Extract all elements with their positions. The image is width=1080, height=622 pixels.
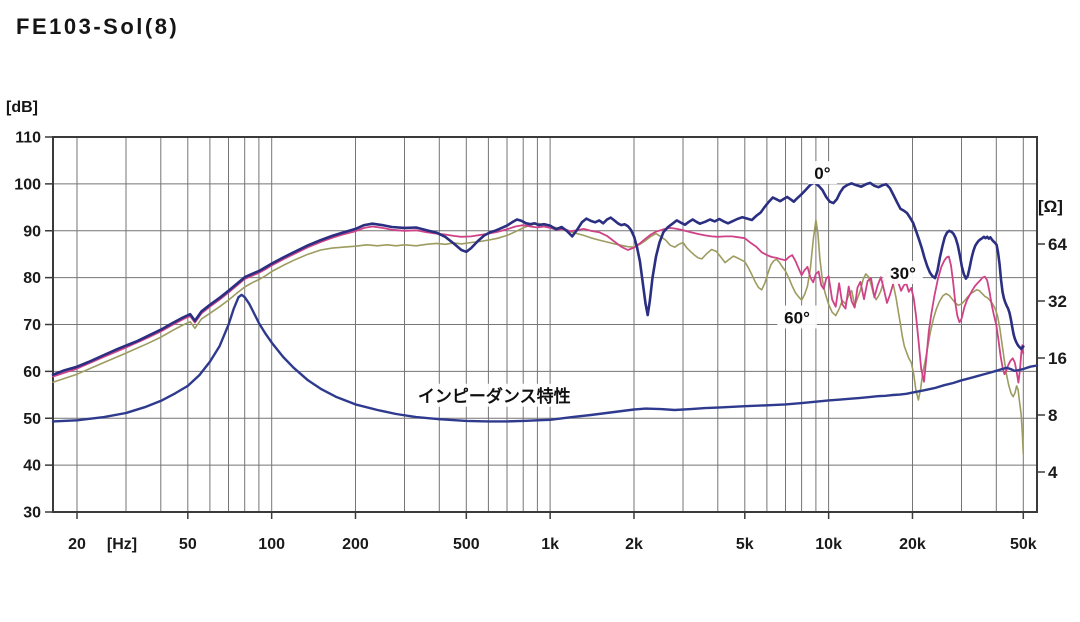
ohm-tick-label: 8 [1048, 406, 1057, 425]
db-tick-label: 80 [23, 270, 41, 287]
hz-tick-label: 5k [736, 536, 754, 553]
annotation-box-impedance [416, 383, 573, 407]
hz-tick-label: 50 [179, 536, 197, 553]
db-tick-label: 40 [23, 458, 41, 475]
hz-unit-label: [Hz] [107, 536, 137, 553]
db-tick-label: 70 [23, 317, 41, 334]
hz-tick-label: 2k [625, 536, 643, 553]
ohm-tick-label: 64 [1048, 235, 1067, 254]
ohm-tick-label: 16 [1048, 349, 1067, 368]
annotation-label-deg0: 0° [814, 164, 830, 183]
ohm-tick-label: 4 [1048, 463, 1058, 482]
hz-tick-label: 100 [258, 536, 285, 553]
curve-impedance [51, 293, 1039, 423]
ohm-tick-label: 32 [1048, 292, 1067, 311]
db-tick-label: 90 [23, 223, 41, 240]
hz-tick-label: 20 [68, 536, 86, 553]
hz-tick-label: 200 [342, 536, 369, 553]
hz-tick-label: 10k [815, 536, 842, 553]
ohm-axis-unit-label: [Ω] [1038, 197, 1063, 216]
hz-tick-label: 20k [899, 536, 926, 553]
plot-frame [52, 136, 1038, 513]
db-tick-label: 100 [14, 176, 41, 193]
hz-tick-label: 500 [453, 536, 480, 553]
hz-tick-label: 50k [1010, 536, 1037, 553]
hz-tick-label: 1k [541, 536, 559, 553]
annotation-label-impedance: インピーダンス特性 [418, 386, 571, 406]
curve-deg0 [51, 181, 1025, 377]
annotation-label-deg60: 60° [784, 308, 810, 327]
db-tick-label: 110 [15, 130, 41, 147]
curve-deg60 [52, 219, 1025, 455]
annotation-box-deg0 [807, 161, 837, 185]
annotation-box-deg60 [777, 305, 817, 329]
annotation-label-deg30: 30° [890, 264, 916, 283]
chart-title: FE103-Sol(8) [16, 14, 180, 39]
db-tick-label: 50 [23, 411, 41, 428]
db-tick-label: 60 [23, 364, 41, 381]
db-axis-unit-label: [dB] [6, 99, 38, 116]
curve-deg30 [52, 224, 1025, 384]
db-tick-label: 30 [23, 505, 41, 522]
annotation-box-deg30 [883, 260, 923, 284]
